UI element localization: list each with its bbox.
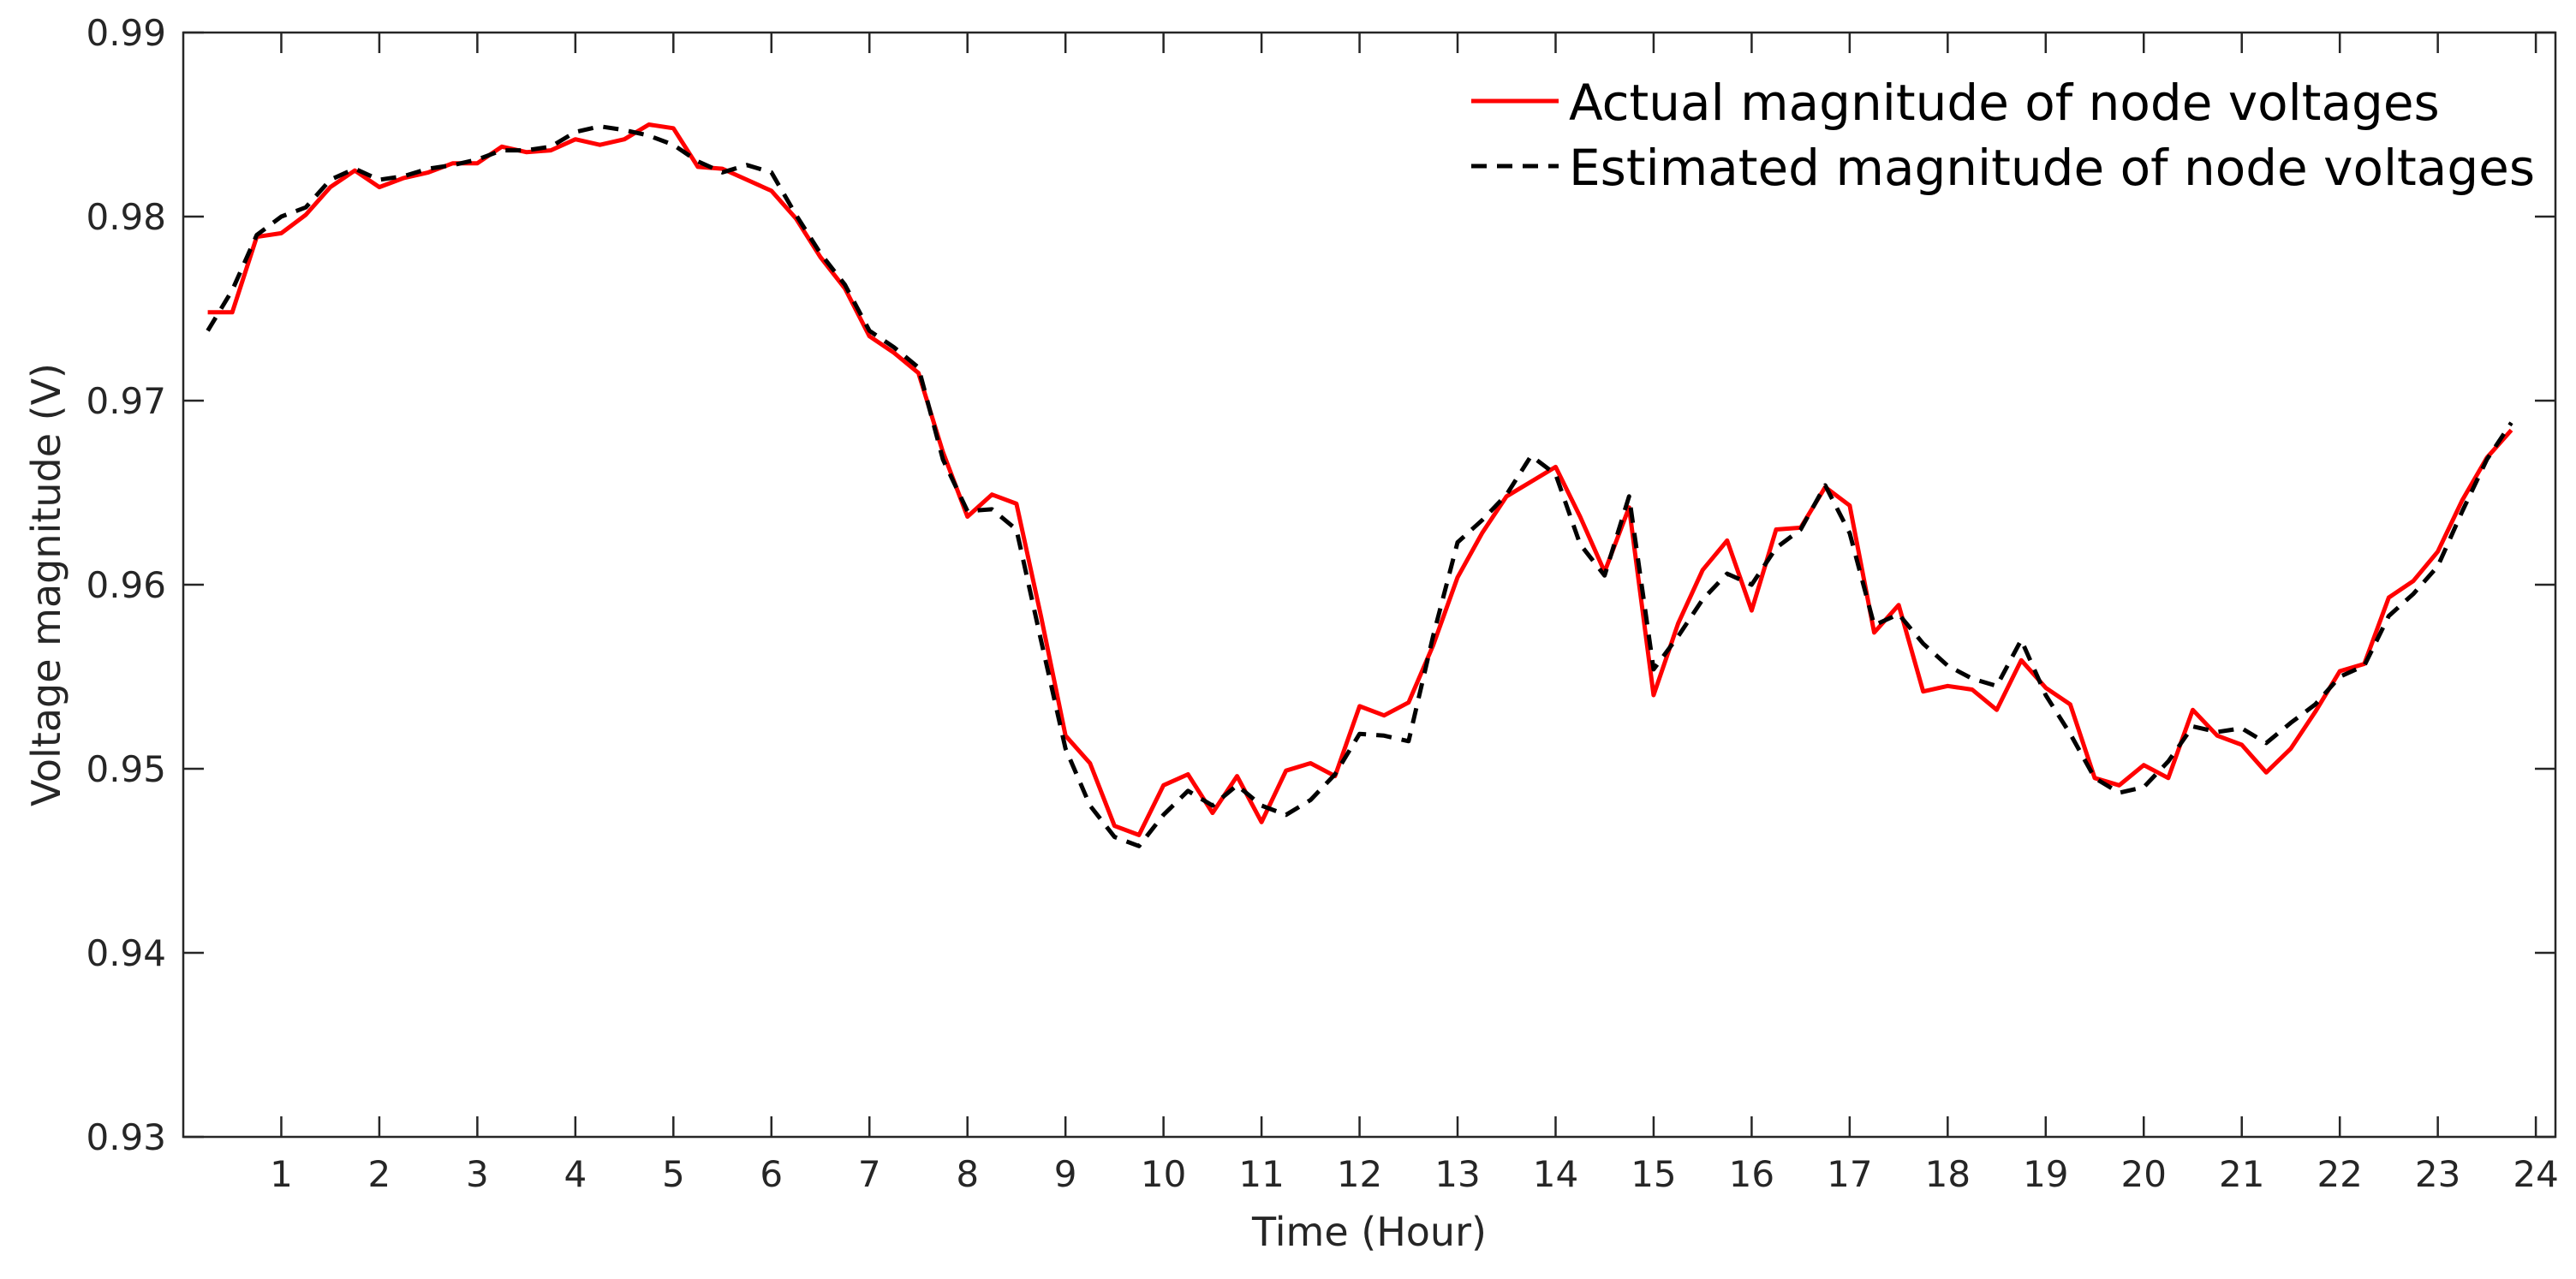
x-axis-label: Time (Hour) bbox=[1251, 1209, 1487, 1255]
x-tick-label: 24 bbox=[2513, 1153, 2558, 1195]
x-tick-label: 10 bbox=[1141, 1153, 1186, 1195]
x-tick-label: 18 bbox=[1925, 1153, 1971, 1195]
x-axis-ticks: 1 2 3 4 5 6 7 8 9 10 11 12 13 14 15 16 17 18 19 20 21 22 23 24 bbox=[270, 33, 2559, 1195]
y-tick-label: 0.97 bbox=[86, 380, 166, 422]
y-tick-label: 0.93 bbox=[86, 1116, 166, 1158]
y-tick-label: 0.95 bbox=[86, 748, 166, 790]
x-tick-label: 23 bbox=[2415, 1153, 2460, 1195]
x-tick-label: 12 bbox=[1337, 1153, 1382, 1195]
x-tick-label: 3 bbox=[466, 1153, 489, 1195]
x-tick-label: 20 bbox=[2121, 1153, 2167, 1195]
x-tick-label: 15 bbox=[1631, 1153, 1676, 1195]
x-tick-label: 22 bbox=[2317, 1153, 2362, 1195]
legend: Actual magnitude of node voltages Estima… bbox=[1456, 60, 2543, 205]
y-axis-label: Voltage magnitude (V) bbox=[23, 363, 69, 806]
y-tick-label: 0.98 bbox=[86, 196, 166, 238]
series-line-estimated bbox=[206, 124, 2513, 848]
x-tick-label: 16 bbox=[1729, 1153, 1774, 1195]
series-line-actual bbox=[207, 122, 2513, 837]
x-tick-label: 17 bbox=[1827, 1153, 1872, 1195]
x-tick-label: 1 bbox=[270, 1153, 293, 1195]
plot-area-frame bbox=[182, 31, 2557, 1139]
x-tick-label: 9 bbox=[1054, 1153, 1077, 1195]
x-tick-label: 19 bbox=[2023, 1153, 2068, 1195]
y-axis-ticks: 0.93 0.94 0.95 0.96 0.97 0.98 0.99 bbox=[86, 12, 2555, 1158]
x-tick-label: 11 bbox=[1238, 1153, 1284, 1195]
x-tick-label: 21 bbox=[2219, 1153, 2264, 1195]
series-layer bbox=[206, 122, 2513, 848]
x-tick-label: 6 bbox=[760, 1153, 783, 1195]
x-tick-label: 2 bbox=[368, 1153, 391, 1195]
x-tick-label: 5 bbox=[662, 1153, 685, 1195]
y-tick-label: 0.96 bbox=[86, 564, 166, 606]
x-tick-label: 7 bbox=[858, 1153, 881, 1195]
x-tick-label: 14 bbox=[1533, 1153, 1578, 1195]
x-tick-label: 8 bbox=[956, 1153, 979, 1195]
legend-background bbox=[1456, 60, 2543, 205]
legend-entry-actual: Actual magnitude of node voltages bbox=[1569, 74, 2440, 132]
y-tick-label: 0.94 bbox=[86, 932, 166, 974]
x-tick-label: 4 bbox=[564, 1153, 587, 1195]
y-tick-label: 0.99 bbox=[86, 12, 166, 54]
legend-entry-estimated: Estimated magnitude of node voltages bbox=[1569, 139, 2535, 197]
x-tick-label: 13 bbox=[1434, 1153, 1480, 1195]
